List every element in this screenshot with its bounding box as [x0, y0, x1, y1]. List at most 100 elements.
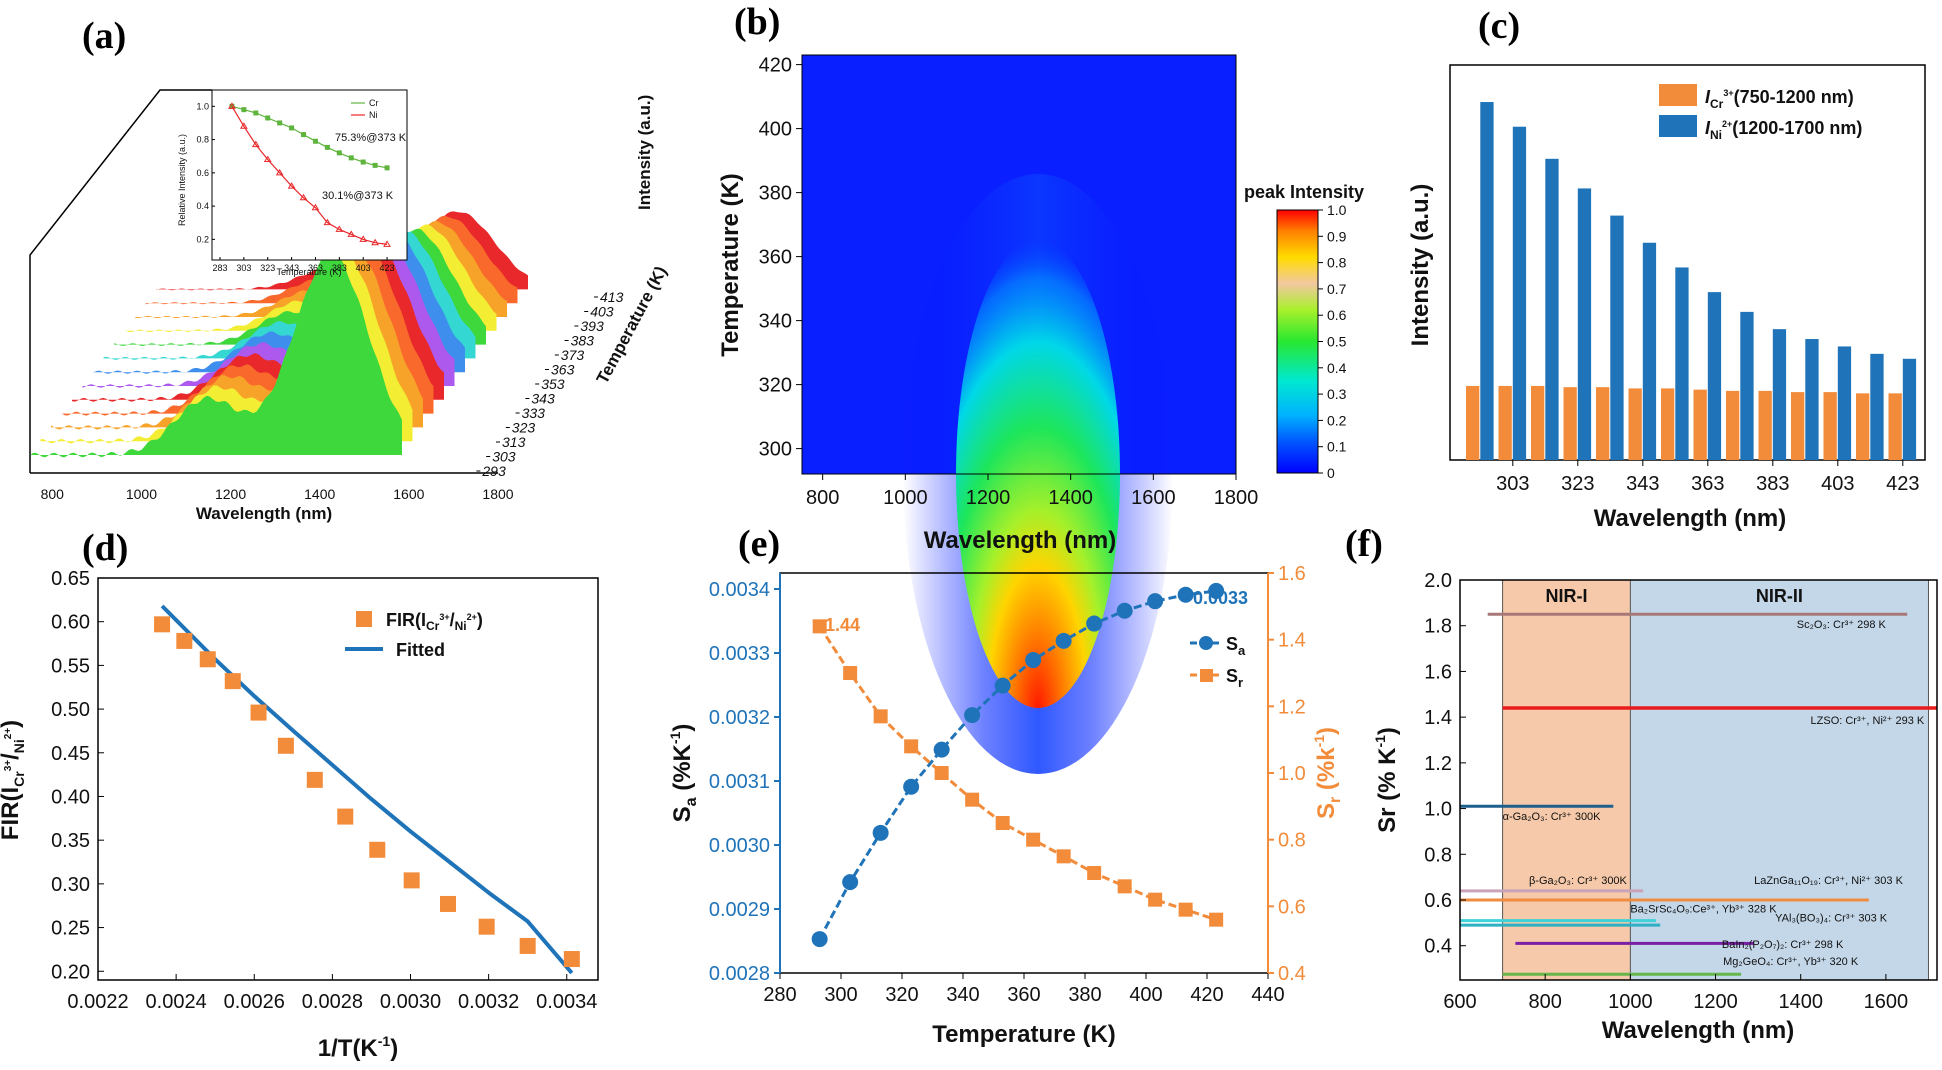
waterfall-temp-tick: 313 [502, 434, 526, 450]
legend-swatch-ni [1659, 115, 1697, 137]
inset-legend-cr: Cr [369, 98, 379, 108]
colorbar-tick: 0.8 [1327, 255, 1347, 271]
inset-point-ni [335, 225, 344, 232]
inset-chart: 283 303 323 343 363 383 403 423 0.2 0.4 0.6 0.8 1.0 C… [177, 89, 408, 277]
fir-point [403, 872, 420, 889]
range-label-5: Ba₂SrSc₄O₉:Ce³⁺, Yb³⁺ 328 K [1630, 904, 1777, 916]
colorbar-tick: 0 [1327, 465, 1335, 481]
range-label-2: α-Ga₂O₃: Cr³⁺ 300K [1503, 811, 1602, 823]
ranges-y-tick: 1.6 [1424, 661, 1452, 683]
heatmap-y-label: Temperature (K) [717, 173, 744, 357]
heatmap-x-tick: 1800 [1214, 487, 1259, 509]
bar-ni-323 [1577, 188, 1592, 460]
inset-point-ni [239, 122, 248, 129]
ranges-y-tick: 0.8 [1424, 844, 1452, 866]
ranges-x-tick: 1600 [1864, 991, 1909, 1013]
bar-cr-313 [1531, 385, 1545, 460]
panel-f-ranges: NIR-I NIR-II Sc₂O₃: Cr³⁺ 298 K LZSO: Cr³⁺, … [1372, 570, 1938, 1044]
panel-label-a: (a) [82, 15, 126, 57]
waterfall-x-tick: 1400 [304, 486, 335, 502]
scatter-x-tick: 0.0024 [146, 991, 207, 1013]
fir-point [563, 951, 580, 968]
point-sa [842, 874, 859, 891]
waterfall-x-tick: 1800 [482, 486, 513, 502]
legend-marker-sr [1200, 669, 1213, 682]
scatter-legend: FIR(ICr3+/Ni2+) Fitted [345, 610, 483, 660]
waterfall-ridge-293 [30, 256, 402, 458]
panel-a-waterfall: 800 1000 1200 1400 1600 1800 Wavelength (nm) … [29, 89, 671, 523]
scatter-y-tick: 0.60 [51, 612, 90, 634]
fir-point [306, 771, 323, 788]
colorbar-tick: 1.0 [1327, 202, 1347, 218]
waterfall-temp-tick: 343 [531, 391, 555, 407]
inset-legend-ni: Ni [369, 110, 378, 120]
dual-y-left-tick: 0.0028 [709, 963, 770, 985]
fir-point [337, 808, 354, 825]
dual-y-right-label: Sr (%k-1) [1311, 727, 1344, 819]
heatmap-y-tick: 360 [759, 247, 792, 269]
legend-label-sr: Sr [1226, 666, 1243, 690]
region-label-nir-i: NIR-I [1545, 586, 1587, 606]
inset-point-cr [360, 159, 366, 165]
region-label-nir-ii: NIR-II [1756, 586, 1803, 606]
colorbar-tick: 0.4 [1327, 360, 1347, 376]
waterfall-temp-tick: 383 [571, 333, 595, 349]
bar-cr-373 [1726, 390, 1740, 460]
heatmap-y-tick: 420 [759, 55, 792, 77]
bars-legend: ICr3+(750-1200 nm) INi2+(1200-1700 nm) [1659, 84, 1862, 142]
ranges-y-tick: 1.8 [1424, 616, 1452, 638]
colorbar-tick: 0.5 [1327, 334, 1347, 350]
colorbar-tick: 0.6 [1327, 307, 1347, 323]
inset-x-tick: 283 [212, 263, 227, 273]
range-label-4: LaZnGa₁₁O₁₉: Cr³⁺, Ni²⁺ 303 K [1754, 875, 1903, 887]
scatter-y-tick: 0.30 [51, 874, 90, 896]
fitted-curve [160, 604, 574, 975]
fir-point [478, 918, 495, 935]
bar-cr-293 [1466, 385, 1480, 460]
panel-e-dual-axis: 280 300 320 340 360 380 400 420 440 0.0028 0.0029 0… [667, 563, 1344, 1048]
range-label-7: BaIn₂(P₂O₇)₂: Cr³⁺ 298 K [1722, 939, 1844, 951]
colorbar-tick: 0.9 [1327, 228, 1347, 244]
waterfall-temp-tick: 413 [600, 289, 624, 305]
heatmap-x-tick: 800 [806, 487, 839, 509]
scatter-x-tick: 0.0032 [458, 991, 519, 1013]
heatmap-y-tick: 380 [759, 183, 792, 205]
bar-ni-303 [1512, 126, 1527, 460]
dual-y-right-tick: 0.8 [1278, 830, 1306, 852]
fir-point [199, 651, 216, 668]
inset-point-cr [289, 125, 295, 131]
inset-point-cr [253, 110, 259, 116]
inset-x-tick: 363 [308, 263, 323, 273]
point-sr [1056, 849, 1071, 864]
waterfall-temp-tick: 353 [541, 376, 565, 392]
inset-point-ni [263, 155, 272, 163]
dual-y-right-tick: 0.6 [1278, 896, 1306, 918]
bar-cr-303 [1498, 385, 1512, 460]
panel-label-d: (d) [82, 527, 128, 569]
heatmap-y-tick: 340 [759, 311, 792, 333]
inset-y-tick: 0.4 [196, 201, 209, 211]
bar-cr-403 [1823, 392, 1837, 460]
legend-label-fir: FIR(ICr3+/Ni2+) [386, 610, 483, 633]
waterfall-x-ticks: 800 1000 1200 1400 1600 1800 [41, 486, 514, 502]
bar-ni-293 [1480, 102, 1494, 460]
inset-point-cr [372, 162, 378, 168]
dual-x-label: Temperature (K) [932, 1021, 1116, 1048]
bar-ni-373 [1740, 311, 1754, 460]
dual-y-right-tick: 1.0 [1278, 763, 1306, 785]
bars-y-label: Intensity (a.u.) [1407, 184, 1434, 347]
dual-x-tick: 320 [885, 984, 918, 1006]
point-sr [843, 666, 858, 680]
bar-cr-353 [1661, 388, 1675, 460]
ranges-x-label: Wavelength (nm) [1602, 1017, 1794, 1044]
bar-ni-363 [1707, 292, 1722, 460]
bar-ni-343 [1642, 242, 1657, 460]
waterfall-temp-tick: 323 [512, 420, 536, 436]
panel-b-heatmap: 800 1000 1200 1400 1600 1800 300 320 340 360 380 40… [717, 54, 1364, 774]
bar-ni-413 [1870, 353, 1884, 460]
point-sa [1025, 652, 1042, 669]
point-sa [811, 931, 828, 948]
bars-x-tick: 323 [1561, 473, 1594, 495]
inset-point-ni [347, 230, 356, 237]
colorbar [1276, 209, 1319, 474]
